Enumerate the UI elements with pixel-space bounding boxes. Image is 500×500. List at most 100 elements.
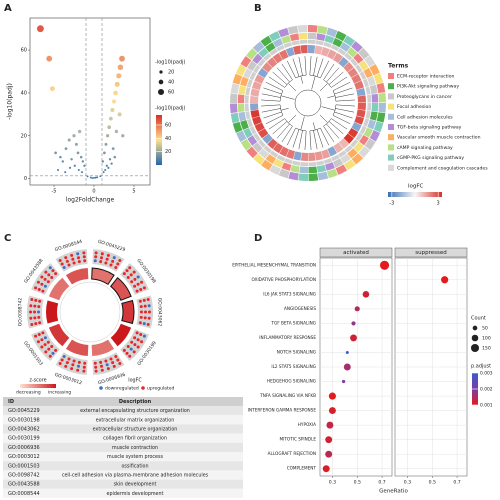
gene-dot <box>125 351 129 355</box>
dendrogram-branch <box>334 126 344 135</box>
term-cell <box>287 25 299 35</box>
point <box>101 160 104 163</box>
panel-letter: D <box>254 233 262 244</box>
gene-dot <box>38 299 42 303</box>
legend-label: increasing <box>48 390 71 396</box>
term-cell <box>326 168 338 179</box>
gene-cell <box>323 41 332 48</box>
dendrogram-branch <box>280 107 289 111</box>
dendrogram-branch <box>331 118 335 121</box>
term-cell <box>232 121 243 133</box>
heat-cell <box>333 52 343 64</box>
gene-dot <box>77 256 81 260</box>
dendrogram-branch <box>288 114 297 123</box>
legend-size <box>157 88 165 96</box>
gene-dot <box>62 265 66 269</box>
heat-cell <box>308 45 316 54</box>
gene-cell <box>249 71 257 81</box>
dendrogram-branch <box>284 123 290 131</box>
legend-swatch <box>388 144 394 151</box>
gene-cell <box>331 154 340 162</box>
heat-cell <box>292 45 302 55</box>
heat-cell <box>273 142 283 154</box>
gene-dot <box>43 343 47 347</box>
legend-label: 20 <box>168 70 174 76</box>
dendrogram-branch <box>309 56 312 72</box>
gene-cell <box>284 158 293 165</box>
term-cell <box>232 73 243 85</box>
table-cell: GO:0043588 <box>8 482 40 488</box>
legend-dot <box>141 386 145 390</box>
gene-dot <box>71 363 75 367</box>
dendrogram-branch <box>279 115 283 118</box>
point <box>110 108 115 113</box>
category-label: EPITHELIAL MESENCHYMAL TRANSITION <box>232 262 316 267</box>
heat-cell <box>343 133 355 144</box>
dendrogram-branch <box>334 111 346 117</box>
dendrogram-branch <box>272 71 282 80</box>
zscore-bar <box>110 277 132 301</box>
dendrogram-branch <box>334 132 340 139</box>
term-cell <box>308 166 318 174</box>
term-cell <box>240 56 252 68</box>
point <box>73 164 76 167</box>
point <box>54 151 57 155</box>
legend-title: z-score <box>29 378 46 384</box>
gene-dot <box>93 259 97 263</box>
legend-title: logFC <box>408 184 424 190</box>
term-cell <box>237 103 245 113</box>
dendrogram-branch <box>273 111 282 115</box>
point <box>83 164 86 167</box>
table-cell: collagen fibril organization <box>103 436 167 442</box>
legend-label: 0.001 <box>480 403 493 409</box>
gene-dot <box>133 336 137 340</box>
heat-cell <box>333 142 344 154</box>
heat-cell <box>343 61 354 73</box>
dendrogram-branch <box>300 116 305 131</box>
table-cell: extracellular structure organization <box>93 427 178 433</box>
term-cell <box>237 94 245 103</box>
gene-dot <box>94 251 98 255</box>
category-label: IL6 JAK STAT3 SIGNALING <box>263 291 316 296</box>
gene-dot <box>118 361 122 365</box>
zscore-bar <box>48 277 70 301</box>
dendrogram-branch <box>319 83 328 92</box>
point <box>117 112 122 117</box>
gene-cell <box>355 64 363 73</box>
point <box>117 64 124 71</box>
point <box>77 129 82 134</box>
gene-cell <box>316 160 325 166</box>
legend-dot <box>99 386 103 390</box>
dot <box>326 421 334 429</box>
table-cell: GO:0001503 <box>8 463 40 469</box>
term-cell <box>308 25 318 33</box>
dendrogram-branch <box>335 94 348 98</box>
gene-dot <box>67 263 71 267</box>
gene-dot <box>112 256 116 260</box>
dendrogram-branch <box>261 99 277 102</box>
term-cell <box>258 148 270 159</box>
dendrogram-branch <box>339 104 355 107</box>
dot <box>325 436 333 444</box>
gene-dot <box>106 253 110 257</box>
point <box>121 134 125 138</box>
gene-dot <box>54 348 58 352</box>
heat-cell <box>314 151 324 161</box>
term-cell <box>369 64 380 76</box>
gene-dot <box>142 322 146 326</box>
heat-cell <box>356 109 366 118</box>
dendrogram-branch <box>292 58 297 69</box>
x-tick-label: 5 <box>132 189 135 195</box>
dendrogram-branch <box>312 122 316 131</box>
gene-dot <box>51 351 55 355</box>
term-cell <box>308 173 319 181</box>
dendrogram-branch <box>319 114 328 123</box>
gene-dot <box>140 310 143 314</box>
term-cell <box>281 35 291 44</box>
gene-dot <box>139 288 143 292</box>
gene-dot <box>41 289 45 293</box>
dendrogram-branch <box>281 72 290 83</box>
gene-dot <box>144 310 147 314</box>
point <box>119 55 125 62</box>
dendrogram-branch <box>286 142 289 146</box>
